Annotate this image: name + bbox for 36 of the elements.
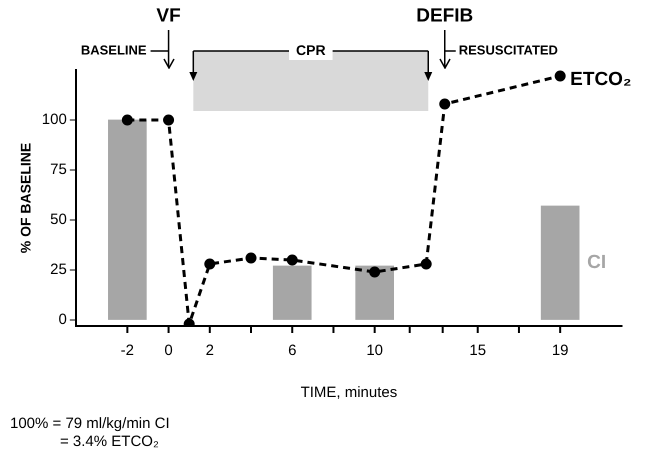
ref-line-label: DEFIB <box>416 6 474 27</box>
point <box>286 254 298 266</box>
bar <box>272 266 312 320</box>
x-tick-label: 15 <box>469 342 486 360</box>
ref-line-label: VF <box>156 6 181 27</box>
bar <box>108 120 147 320</box>
y-tick-label: 50 <box>50 211 67 228</box>
x-axis-title: TIME, minutes <box>300 384 398 402</box>
bar <box>540 206 580 320</box>
point <box>420 258 432 270</box>
point <box>122 114 133 126</box>
point <box>246 252 257 264</box>
series-label: CI <box>587 252 606 273</box>
y-tick-label: 100 <box>42 111 67 128</box>
point <box>163 114 174 126</box>
text: BASELINE <box>80 42 147 58</box>
x-tick-label: 6 <box>288 342 296 360</box>
point <box>204 258 216 270</box>
point <box>439 98 450 110</box>
point <box>369 266 380 278</box>
bar <box>355 266 394 320</box>
x-tick-label: -2 <box>120 342 134 360</box>
y-tick-label: 25 <box>50 261 67 278</box>
text: 100% = 79 ml/kg/min CI <box>10 415 170 432</box>
y-tick-label: 75 <box>50 161 67 178</box>
y-tick-label: 0 <box>58 311 67 328</box>
text: RESUSCITATED <box>458 42 558 58</box>
x-tick-label: 10 <box>366 342 384 360</box>
y-axis-title: % OF BASELINE <box>17 142 34 254</box>
text: = 3.4% ETCO₂ <box>60 433 159 450</box>
x-tick-label: 19 <box>552 342 569 360</box>
x-tick-label: 0 <box>164 342 173 360</box>
point <box>554 70 566 82</box>
series-label: ETCO₂ <box>570 69 632 90</box>
x-tick-label: 2 <box>206 342 214 360</box>
band-label: CPR <box>296 42 326 58</box>
